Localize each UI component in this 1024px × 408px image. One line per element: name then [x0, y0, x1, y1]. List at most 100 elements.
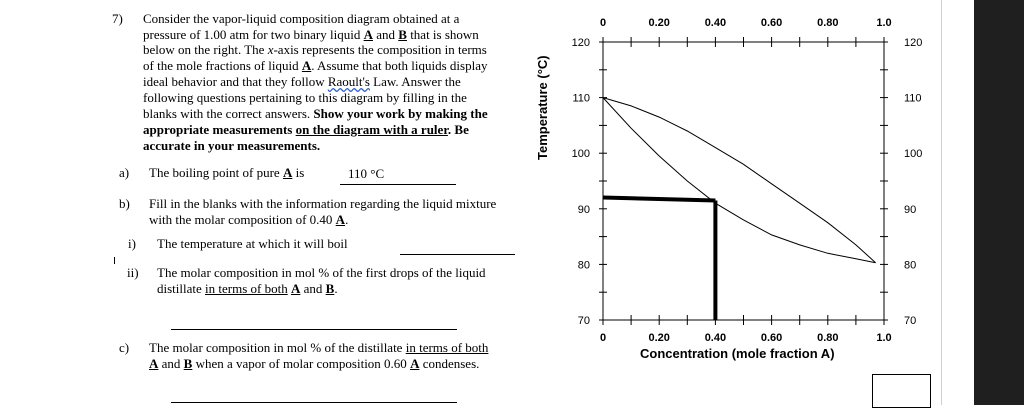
curve-liquid	[602, 97, 876, 264]
period: .	[334, 281, 338, 296]
intro-bold: appropriate measurements	[143, 122, 293, 137]
part-b-text: with the molar composition of 0.40	[149, 212, 333, 227]
x-letter: x	[267, 42, 274, 57]
x-tick-label-top: 0.60	[761, 17, 782, 29]
intro-text: ideal behavior and that they follow	[143, 74, 325, 89]
y-tick-label-left: 100	[572, 148, 590, 160]
intro-line-8: appropriate measurements on the diagram …	[143, 122, 469, 138]
x-tick-label-top: 0	[600, 17, 606, 29]
part-a-label: a)	[119, 165, 130, 180]
part-c-label: c)	[119, 340, 130, 355]
part-a-prompt: The boiling point of pure	[149, 165, 280, 180]
part-c-line-2: A and B when a vapor of molar compositio…	[149, 356, 479, 372]
part-a-blank[interactable]	[340, 184, 456, 185]
x-tick-label-top: 1.0	[876, 17, 891, 29]
part-bii-text: in terms of both	[205, 281, 288, 296]
intro-line-6: following questions pertaining to this d…	[143, 90, 467, 106]
letter-a: A	[149, 356, 159, 371]
measurement-horizontal	[602, 195, 716, 203]
side-panel	[974, 0, 1024, 405]
intro-text: and	[376, 27, 396, 42]
intro-line-1: Consider the vapor-liquid composition di…	[143, 11, 459, 27]
intro-line-9: accurate in your measurements.	[143, 138, 320, 154]
intro-line-5: ideal behavior and that they follow Raou…	[143, 74, 461, 90]
x-tick-label-bottom: 0.80	[817, 332, 838, 344]
intro-line-7: blanks with the correct answers. Show yo…	[143, 106, 488, 122]
y-tick-label-left: 80	[578, 259, 590, 271]
y-tick-label-right: 120	[904, 37, 922, 49]
part-a-text: The boiling point of pure A is	[149, 165, 304, 181]
x-tick-label-top: 0.40	[705, 17, 726, 29]
part-b-line-1: Fill in the blanks with the information …	[149, 196, 497, 211]
x-tick-label-top: 0.20	[648, 17, 669, 29]
intro-bold: Show your work by making the	[313, 106, 488, 121]
part-c-blank[interactable]	[171, 402, 457, 403]
part-bii-line-2: distillate in terms of both A and B.	[157, 281, 338, 297]
intro-text: following questions pertaining to this d…	[143, 90, 467, 105]
letter-b: B	[183, 356, 193, 371]
y-tick-label-right: 110	[904, 93, 922, 105]
intro-line-2: pressure of 1.00 atm for two binary liqu…	[143, 27, 479, 43]
divider	[941, 0, 942, 405]
intro-text: -axis represents the composition in term…	[273, 42, 487, 57]
part-bii-label: ii)	[127, 265, 139, 280]
intro-line-4: of the mole fractions of liquid A. Assum…	[143, 58, 487, 74]
part-bii-blank[interactable]	[171, 329, 457, 330]
raoult-word: Raoult's	[327, 74, 370, 89]
x-tick-label-bottom: 0	[600, 332, 606, 344]
part-c-text: when a vapor of molar composition 0.60	[195, 356, 407, 371]
letter-a: A	[290, 281, 301, 296]
x-axis-label: Concentration (mole fraction A)	[640, 346, 835, 361]
intro-text: Law. Answer the	[369, 74, 461, 89]
y-tick-label-right: 70	[904, 315, 916, 327]
y-tick-label-right: 80	[904, 259, 916, 271]
answer-box[interactable]	[872, 374, 931, 408]
part-bi-text: The temperature at which it will boil	[157, 236, 348, 251]
letter-b: B	[325, 281, 335, 296]
part-bi-blank[interactable]	[400, 254, 515, 255]
margin-mark	[114, 257, 115, 264]
intro-bold: . Be	[447, 122, 469, 137]
part-bi-label: i)	[128, 236, 136, 251]
y-tick-label-left: 90	[578, 204, 590, 216]
part-b-line-2: with the molar composition of 0.40 A.	[149, 212, 348, 228]
y-tick-label-left: 70	[578, 315, 590, 327]
part-c-text: in terms of both	[405, 340, 489, 355]
y-axis-label: Temperature (°C)	[535, 55, 550, 160]
intro-bold: on the diagram with a ruler	[295, 122, 448, 137]
y-tick-label-left: 120	[572, 37, 590, 49]
x-tick-label-bottom: 0.40	[705, 332, 726, 344]
letter-b: B	[398, 27, 407, 42]
intro-text: that is shown	[410, 27, 479, 42]
x-tick-label-bottom: 0.60	[761, 332, 782, 344]
intro-text: . Assume that both liquids display	[311, 58, 488, 73]
letter-a: A	[363, 27, 373, 42]
intro-text: Consider the vapor-liquid composition di…	[143, 11, 460, 26]
part-c-line-1: The molar composition in mol % of the di…	[149, 340, 488, 356]
part-bii-text: and	[303, 281, 323, 296]
letter-a: A	[301, 58, 312, 73]
intro-text: below on the right. The	[143, 42, 265, 57]
period: .	[345, 212, 349, 227]
part-c-text: and	[161, 356, 181, 371]
part-b-label: b)	[119, 196, 130, 211]
intro-text: blanks with the correct answers.	[143, 106, 311, 121]
part-c-text: condenses.	[422, 356, 480, 371]
part-bii-text: distillate	[157, 281, 202, 296]
part-bii-line-1: The molar composition in mol % of the fi…	[157, 265, 486, 280]
y-tick-label-left: 110	[572, 93, 590, 105]
part-c-text: The molar composition in mol % of the di…	[149, 340, 403, 355]
letter-a: A	[410, 356, 420, 371]
intro-text: pressure of 1.00 atm for two binary liqu…	[143, 27, 361, 42]
part-a-answer[interactable]: 110 °C	[348, 166, 385, 181]
intro-bold: accurate in your measurements.	[143, 138, 321, 153]
part-a-is: is	[295, 165, 305, 180]
y-tick-label-right: 90	[904, 204, 916, 216]
intro-text: of the mole fractions of liquid	[143, 58, 299, 73]
x-tick-label-bottom: 1.0	[876, 332, 891, 344]
letter-a: A	[335, 212, 346, 227]
letter-a: A	[282, 165, 293, 180]
question-number: 7)	[112, 11, 123, 26]
x-tick-label-bottom: 0.20	[648, 332, 669, 344]
